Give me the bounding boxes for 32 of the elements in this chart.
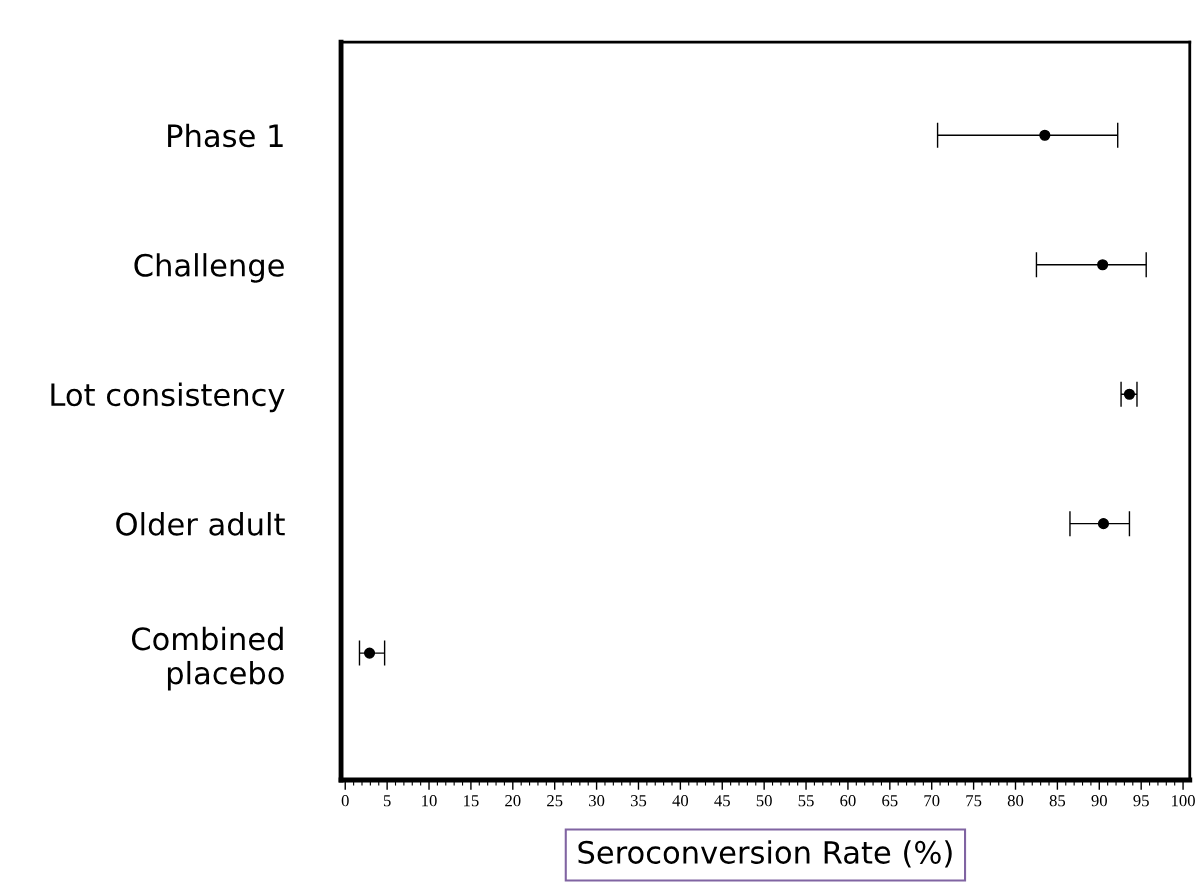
y-tick-label: Older adult [116,512,285,536]
x-tick-label: 100 [1172,795,1195,807]
x-tick-label: 95 [1133,795,1149,807]
x-axis-title: Seroconversion Rate (%) [578,840,952,868]
x-tick-label: 70 [924,795,940,807]
x-tick-label: 25 [547,795,563,807]
x-tick-label: 10 [422,795,437,807]
point [363,647,376,659]
x-tick-label: 80 [1007,795,1024,807]
x-tick-label: 20 [505,795,521,807]
point [1039,129,1051,141]
x-tick-label: 40 [672,795,689,807]
x-tick-label: 5 [383,795,391,807]
x-tick-label: 30 [589,795,605,807]
x-tick-label: 55 [798,795,814,807]
y-tick-label: Combined placebo [131,626,284,691]
y-tick-label: Lot consistency [51,382,285,413]
point [1123,388,1135,400]
x-tick-label: 65 [882,795,898,807]
x-tick-label: 45 [714,795,730,807]
x-tick-label: 75 [966,795,982,807]
x-tick-label: 0 [341,795,349,807]
point [1097,259,1109,271]
x-tick-label: 35 [630,795,647,807]
y-tick-label: Challenge [134,253,284,283]
x-tick-label: 90 [1091,795,1107,807]
x-tick-label: 50 [756,795,772,807]
y-tick-label: Phase 1 [168,123,283,148]
x-tick-label: 85 [1049,795,1066,807]
point [1097,518,1110,530]
x-tick-label: 15 [464,795,479,807]
x-tick-label: 60 [840,795,856,807]
